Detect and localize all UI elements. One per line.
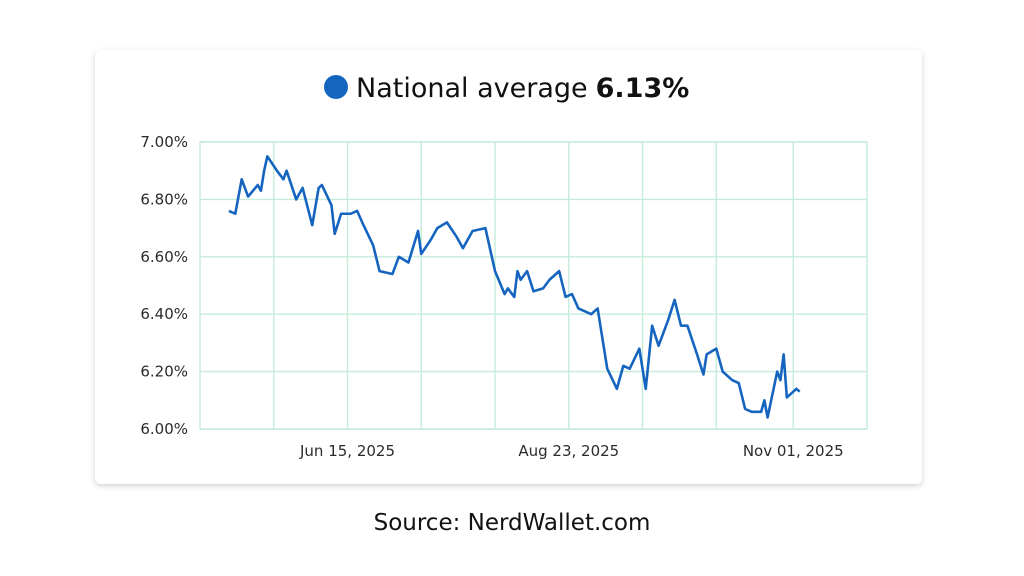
legend-marker: [324, 75, 348, 99]
x-tick-label: Jun 15, 2025: [299, 442, 395, 460]
current-value: 6.13%: [596, 73, 690, 104]
y-tick-label: 6.20%: [140, 363, 188, 381]
legend-label: National average: [356, 73, 588, 104]
plot-area: 6.00% 6.20% 6.40% 6.60% 6.80% 7.00% Jun 15, 20…: [140, 133, 868, 460]
data-line: [228, 155, 801, 419]
legend: National average 6.13%: [356, 73, 689, 104]
y-tick-label: 7.00%: [140, 133, 188, 151]
y-tick-label: 6.00%: [140, 420, 188, 438]
y-tick-label: 6.60%: [140, 248, 188, 266]
x-tick-label: Aug 23, 2025: [518, 442, 619, 460]
y-tick-label: 6.80%: [140, 190, 188, 208]
x-tick-label: Nov 01, 2025: [743, 442, 844, 460]
card: [95, 50, 922, 484]
y-tick-label: 6.40%: [140, 305, 188, 323]
source: Source: NerdWallet.com: [374, 510, 651, 536]
